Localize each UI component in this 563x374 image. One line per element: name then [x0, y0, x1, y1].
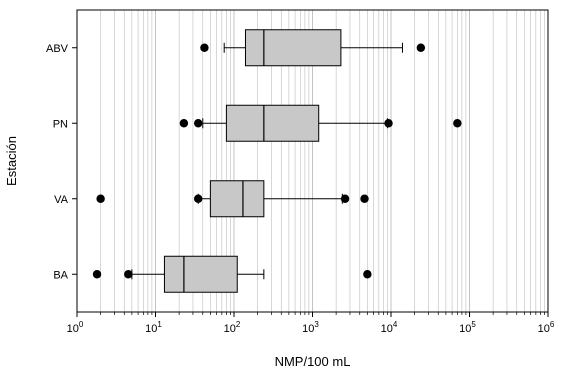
x-tick-label: 104	[381, 320, 398, 335]
outlier-point	[453, 119, 461, 127]
box-group-va	[96, 181, 368, 217]
box	[164, 256, 237, 292]
x-axis-title: NMP/100 mL	[275, 354, 351, 369]
outlier-point	[180, 119, 188, 127]
box	[226, 105, 318, 141]
outlier-point	[384, 119, 392, 127]
outlier-point	[93, 270, 101, 278]
outlier-point	[360, 195, 368, 203]
outlier-point	[363, 270, 371, 278]
x-tick-label: 105	[459, 320, 476, 335]
y-tick-label: VA	[54, 194, 69, 206]
x-tick-label: 101	[145, 320, 162, 335]
outlier-point	[341, 195, 349, 203]
y-tick-label: ABV	[46, 43, 69, 55]
y-tick-label: BA	[53, 269, 68, 281]
outlier-point	[194, 195, 202, 203]
x-tick-label: 103	[302, 320, 319, 335]
box-group-ba	[93, 256, 372, 292]
y-axis-title: Estación	[4, 136, 19, 186]
outlier-point	[194, 119, 202, 127]
outlier-point	[124, 270, 132, 278]
x-tick-label: 102	[224, 320, 241, 335]
box	[210, 181, 263, 217]
outlier-point	[200, 44, 208, 52]
y-axis-ticks: ABV PN VA BA	[46, 43, 77, 282]
x-tick-label: 106	[538, 320, 555, 335]
y-tick-label: PN	[53, 118, 68, 130]
outlier-point	[417, 44, 425, 52]
x-tick-label: 100	[67, 320, 84, 335]
x-axis-ticks: 100 101 102 103 104 105 106	[67, 312, 555, 335]
outlier-point	[96, 195, 104, 203]
box	[245, 30, 340, 66]
